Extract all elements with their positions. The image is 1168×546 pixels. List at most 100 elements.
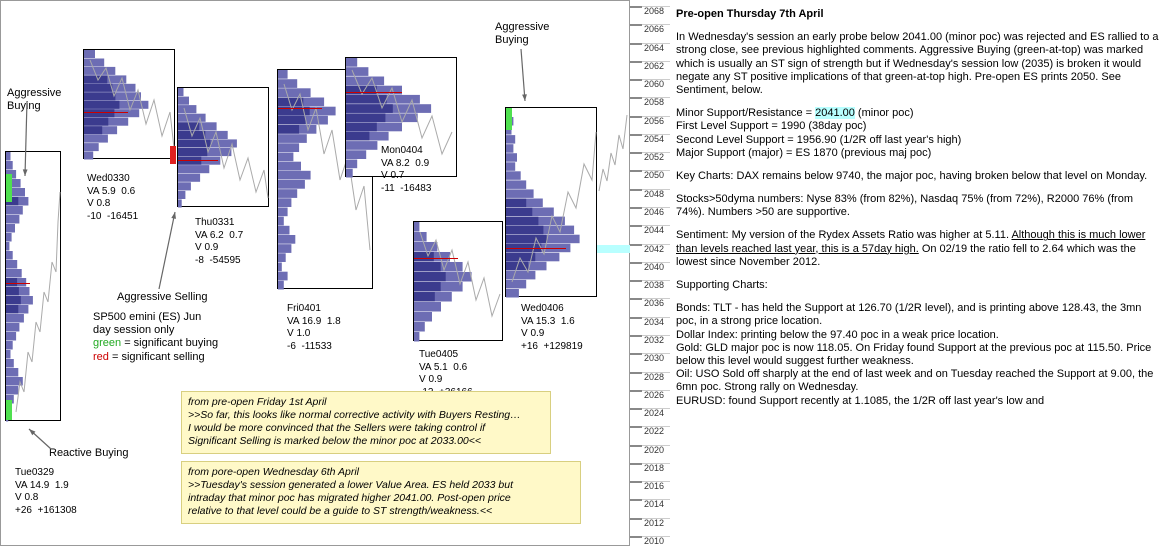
scale-tick: 2012 (630, 518, 670, 528)
scale-tick: 2028 (630, 372, 670, 382)
scale-tick: 2014 (630, 499, 670, 509)
commentary-panel: Pre-open Thursday 7th April In Wednesday'… (676, 8, 1160, 538)
scale-label: 2058 (644, 97, 664, 107)
session-label-fri0401: Fri0401 VA 16.9 1.8 V 1.0 -6 -11533 (287, 303, 341, 353)
scale-label: 2030 (644, 353, 664, 363)
scale-label: 2010 (644, 536, 664, 546)
scale-label: 2042 (644, 244, 664, 254)
scale-tick: 2052 (630, 152, 670, 162)
session-label-wed0330: Wed0330 VA 5.9 0.6 V 0.8 -10 -16451 (87, 173, 138, 223)
note-wed: from pore-open Wednesday 6th April>>Tues… (181, 461, 581, 524)
scale-label: 2060 (644, 79, 664, 89)
scale-tick: 2010 (630, 536, 670, 546)
poc-line (178, 160, 218, 161)
scale-label: 2062 (644, 61, 664, 71)
scale-label: 2018 (644, 463, 664, 473)
poc-line (414, 258, 458, 259)
scale-label: 2064 (644, 43, 664, 53)
scale-tick: 2048 (630, 189, 670, 199)
poc-line (278, 108, 322, 109)
scale-label: 2014 (644, 499, 664, 509)
scale-label: 2028 (644, 372, 664, 382)
poc-line (346, 92, 402, 93)
poc-line (506, 248, 566, 249)
scale-tick: 2042 (630, 244, 670, 254)
scale-label: 2038 (644, 280, 664, 290)
scale-tick: 2038 (630, 280, 670, 290)
scale-label: 2020 (644, 445, 664, 455)
price-tail (597, 101, 629, 201)
scale-tick: 2034 (630, 317, 670, 327)
buy-mark (506, 108, 512, 130)
session-label-wed0406: Wed0406 VA 15.3 1.6 V 0.9 +16 +129819 (521, 303, 583, 353)
session-thu0331 (177, 87, 269, 207)
scale-label: 2052 (644, 152, 664, 162)
scale-tick: 2024 (630, 408, 670, 418)
scale-tick: 2054 (630, 134, 670, 144)
arrow-agg-buy-left (19, 95, 33, 182)
poc-line (6, 283, 30, 284)
scale-tick: 2026 (630, 390, 670, 400)
session-label-thu0331: Thu0331 VA 6.2 0.7 V 0.9 -8 -54595 (195, 217, 243, 267)
scale-label: 2016 (644, 481, 664, 491)
scale-label: 2032 (644, 335, 664, 345)
sell-mark (170, 146, 176, 164)
scale-tick: 2040 (630, 262, 670, 272)
arrow-react-buy (23, 423, 57, 455)
scale-tick: 2032 (630, 335, 670, 345)
arrow-agg-buy-right (515, 43, 531, 107)
scale-tick: 2022 (630, 426, 670, 436)
commentary-para-5: Supporting Charts: (676, 279, 1160, 292)
commentary-para-3: Stocks>50dyma numbers: Nyse 83% (from 82… (676, 193, 1160, 219)
session-wed0406 (505, 107, 597, 297)
scale-label: 2056 (644, 116, 664, 126)
scale-label: 2066 (644, 24, 664, 34)
scale-tick: 2046 (630, 207, 670, 217)
legend: SP500 emini (ES) Junday session onlygree… (93, 311, 218, 364)
session-tue0329 (5, 151, 61, 421)
scale-tick: 2020 (630, 445, 670, 455)
scale-label: 2054 (644, 134, 664, 144)
scale-label: 2044 (644, 225, 664, 235)
scale-tick: 2050 (630, 170, 670, 180)
scale-tick: 2036 (630, 298, 670, 308)
chart-panel: Tue0329 VA 14.9 1.9 V 0.8 +26 +161308 Wed… (0, 0, 630, 546)
scale-label: 2046 (644, 207, 664, 217)
scale-label: 2012 (644, 518, 664, 528)
buy-mark (6, 400, 12, 420)
scale-label: 2068 (644, 6, 664, 16)
scale-label: 2050 (644, 170, 664, 180)
commentary-para-1: Minor Support/Resistance = 2041.00 (mino… (676, 107, 1160, 160)
scale-label: 2022 (644, 426, 664, 436)
scale-tick: 2056 (630, 116, 670, 126)
session-wed0330 (83, 49, 175, 159)
scale-label: 2034 (644, 317, 664, 327)
scale-label: 2026 (644, 390, 664, 400)
scale-tick: 2044 (630, 225, 670, 235)
scale-tick: 2060 (630, 79, 670, 89)
scale-label: 2036 (644, 298, 664, 308)
scale-tick: 2062 (630, 61, 670, 71)
scale-tick: 2058 (630, 97, 670, 107)
commentary-para-4: Sentiment: My version of the Rydex Asset… (676, 229, 1160, 269)
buy-mark (6, 174, 12, 202)
annotation-agg-buy-left: Aggressive Buying (7, 87, 61, 113)
scale-tick: 2018 (630, 463, 670, 473)
scale-tick: 2064 (630, 43, 670, 53)
session-tue0405 (413, 221, 503, 341)
commentary-para-0: In Wednesday's session an early probe be… (676, 31, 1160, 97)
poc-line (84, 112, 128, 113)
price-scale: 2068 2066 2064 2062 2060 2058 2056 2054 2052 2050… (630, 0, 670, 546)
scale-tick: 2068 (630, 6, 670, 16)
session-label-mon0404: Mon0404 VA 8.2 0.9 V 0.7 -11 -16483 (381, 145, 431, 195)
session-label-tue0329: Tue0329 VA 14.9 1.9 V 0.8 +26 +161308 (15, 467, 77, 517)
commentary-title: Pre-open Thursday 7th April (676, 8, 1160, 21)
commentary-para-6: Bonds: TLT - has held the Support at 126… (676, 302, 1160, 408)
scale-tick: 2030 (630, 353, 670, 363)
annotation-react-buy: Reactive Buying (49, 447, 129, 460)
scale-tick: 2016 (630, 481, 670, 491)
arrow-agg-sell (153, 206, 181, 295)
scale-label: 2048 (644, 189, 664, 199)
scale-label: 2024 (644, 408, 664, 418)
note-fri: from pre-open Friday 1st April>>So far, … (181, 391, 551, 454)
